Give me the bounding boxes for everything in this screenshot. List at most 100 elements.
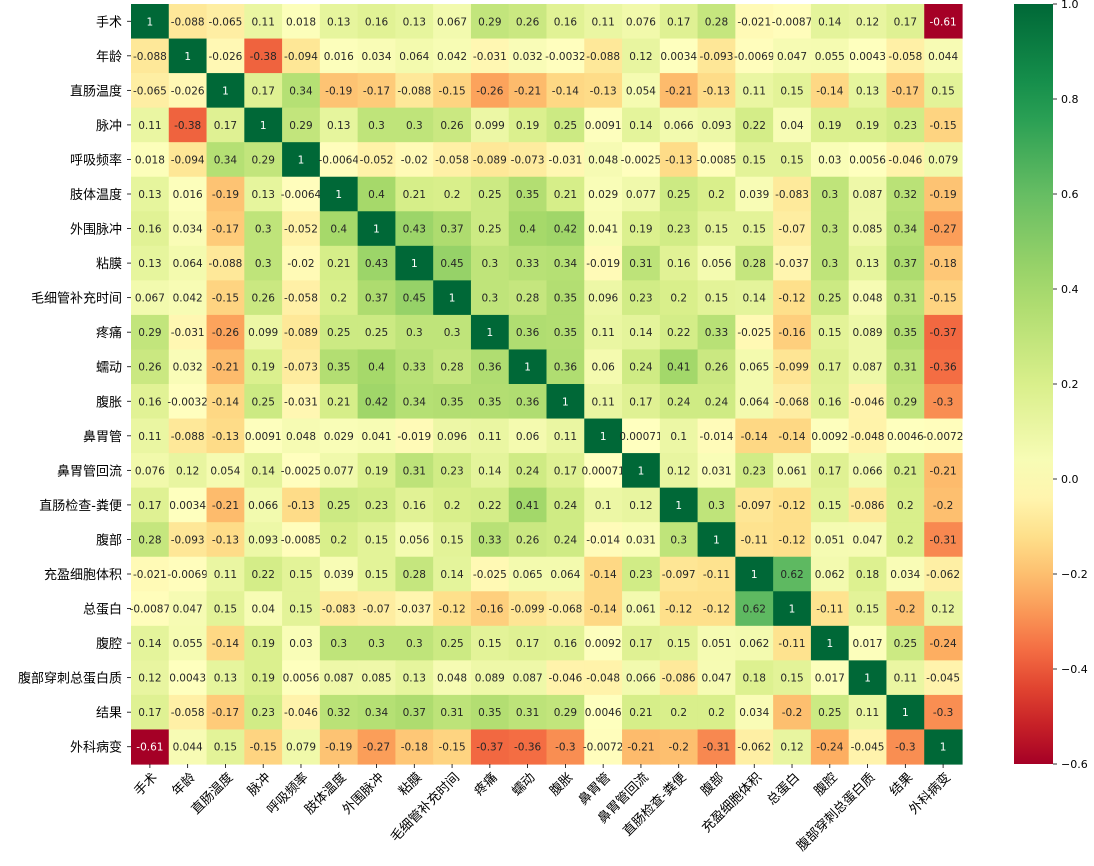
heatmap-cell xyxy=(735,522,774,558)
heatmap-cell xyxy=(395,729,434,765)
cell-value-label: -0.14 xyxy=(590,604,617,616)
cell-value-label: 0.34 xyxy=(894,224,918,236)
cell-value-label: 0.13 xyxy=(214,673,237,685)
cell-value-label: -0.014 xyxy=(586,534,620,546)
cell-value-label: 0.15 xyxy=(214,742,237,754)
cell-value-label: 0.064 xyxy=(173,258,203,270)
cell-value-label: 0.029 xyxy=(588,189,618,201)
heatmap-cell xyxy=(735,73,774,109)
colorbar-tick-label: −0.4 xyxy=(1061,663,1088,676)
heatmap-cell xyxy=(357,453,397,489)
cell-value-label: -0.2 xyxy=(782,707,803,719)
heatmap-cell xyxy=(395,660,434,696)
heatmap-cell xyxy=(622,694,661,731)
cell-value-label: 0.19 xyxy=(516,120,539,132)
heatmap-cell xyxy=(810,349,850,385)
cell-value-label: 0.23 xyxy=(440,465,463,477)
cell-value-label: 0.13 xyxy=(403,16,426,28)
cell-value-label: 0.11 xyxy=(252,16,275,28)
cell-value-label: 0.25 xyxy=(327,500,350,512)
cell-value-label: 0.23 xyxy=(252,707,275,719)
heatmap-cell xyxy=(244,211,283,247)
heatmap-cell xyxy=(433,384,472,420)
heatmap-cell xyxy=(244,73,283,109)
cell-value-label: 0.45 xyxy=(440,258,463,270)
heatmap-cell xyxy=(735,453,774,489)
x-tick-label: 直肠温度 xyxy=(188,770,236,818)
cell-value-label: 0.4 xyxy=(368,362,385,374)
cell-value-label: 0.17 xyxy=(252,85,275,97)
cell-value-label: 0.034 xyxy=(173,224,203,236)
heatmap-cell xyxy=(282,418,321,454)
cell-value-label: -0.086 xyxy=(662,673,696,685)
cell-value-label: 0.42 xyxy=(365,396,388,408)
heatmap-cell xyxy=(168,453,208,489)
cell-value-label: 0.11 xyxy=(894,673,917,685)
heatmap-cell xyxy=(810,453,850,489)
cell-value-label: 0.029 xyxy=(324,431,354,443)
heatmap-cell xyxy=(168,280,208,316)
cell-value-label: 0.24 xyxy=(516,465,540,477)
heatmap-cell xyxy=(357,107,397,143)
cell-value-label: 0.06 xyxy=(591,362,615,374)
heatmap-cell xyxy=(735,591,774,627)
heatmap-cell xyxy=(584,142,623,178)
heatmap-cell xyxy=(433,73,472,109)
cell-value-label: 0.042 xyxy=(173,293,203,305)
heatmap-cell xyxy=(168,487,208,523)
heatmap-cell xyxy=(357,211,397,247)
cell-value-label: 0.0056 xyxy=(283,673,320,685)
heatmap-cell xyxy=(848,176,888,212)
heatmap-cell xyxy=(470,142,510,178)
heatmap-cell xyxy=(168,591,208,627)
cell-value-label: -0.19 xyxy=(325,742,352,754)
cell-value-label: -0.26 xyxy=(212,327,239,339)
heatmap-cell xyxy=(924,73,963,109)
heatmap-cell xyxy=(131,280,170,316)
colorbar-tick-label: 0.8 xyxy=(1061,93,1079,106)
cell-value-label: -0.15 xyxy=(212,293,239,305)
heatmap-cell xyxy=(924,176,963,212)
cell-value-label: 0.13 xyxy=(403,673,426,685)
cell-value-label: 0.36 xyxy=(516,396,540,408)
cell-value-label: -0.12 xyxy=(778,534,805,546)
cell-value-label: 0.26 xyxy=(252,293,276,305)
cell-value-label: 0.31 xyxy=(629,258,652,270)
x-tick-label: 粘膜 xyxy=(396,770,425,799)
heatmap-cell xyxy=(546,384,585,420)
cell-value-label: -0.21 xyxy=(514,85,541,97)
cell-value-label: 0.14 xyxy=(629,120,653,132)
heatmap-cell xyxy=(697,245,736,281)
heatmap-cell xyxy=(584,349,623,385)
cell-value-label: 0.35 xyxy=(554,327,577,339)
cell-value-label: -0.12 xyxy=(665,604,692,616)
heatmap-cell xyxy=(886,694,925,731)
cell-value-label: 0.25 xyxy=(667,189,690,201)
cell-value-label: 1 xyxy=(449,293,456,305)
heatmap-cell xyxy=(697,660,736,696)
heatmap-cell xyxy=(470,4,510,40)
cell-value-label: 0.17 xyxy=(138,707,161,719)
cell-value-label: -0.11 xyxy=(816,604,843,616)
cell-value-label: 0.28 xyxy=(138,534,161,546)
heatmap-cell xyxy=(735,176,774,212)
cell-value-label: 0.13 xyxy=(327,120,350,132)
cell-value-label: 0.3 xyxy=(821,189,838,201)
cell-value-label: 1 xyxy=(902,707,909,719)
heatmap-cell xyxy=(357,556,397,592)
heatmap-cell xyxy=(546,556,585,592)
heatmap-cell xyxy=(244,314,283,351)
heatmap-cell xyxy=(508,384,548,420)
cell-value-label: 0.0092 xyxy=(811,431,848,443)
y-tick-label: 充盈细胞体积 xyxy=(44,567,122,583)
cell-value-label: 0.00071 xyxy=(581,465,624,477)
cell-value-label: -0.046 xyxy=(284,707,318,719)
heatmap-cell xyxy=(433,556,472,592)
heatmap-cell xyxy=(319,349,359,385)
heatmap-cell xyxy=(282,176,321,212)
cell-value-label: 1 xyxy=(260,120,267,132)
heatmap-cell xyxy=(659,280,699,316)
heatmap-cell xyxy=(773,453,812,489)
heatmap-cell xyxy=(848,660,888,696)
